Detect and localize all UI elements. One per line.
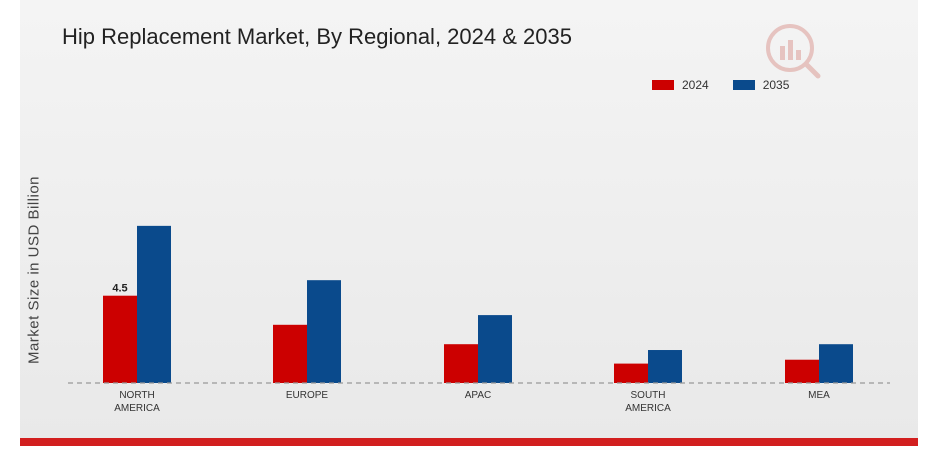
legend-item-2035: 2035 bbox=[732, 78, 790, 92]
legend-swatch-2035 bbox=[732, 80, 755, 90]
bar-2035-0 bbox=[137, 225, 171, 383]
legend-item-2024: 2024 bbox=[652, 78, 709, 92]
bar-2035-2 bbox=[478, 315, 512, 383]
bar-2024-0 bbox=[103, 295, 137, 383]
legend-swatch-2024 bbox=[652, 80, 674, 90]
x-tick-label-2: APAC bbox=[465, 390, 492, 401]
bottom-accent-bar bbox=[20, 438, 918, 446]
bar-2024-1 bbox=[273, 324, 307, 383]
bar-2035-1 bbox=[307, 280, 341, 383]
data-label-0: 4.5 bbox=[112, 283, 127, 295]
legend: 2024 2035 bbox=[652, 76, 813, 94]
legend-label-2024: 2024 bbox=[682, 78, 709, 92]
bar-2024-3 bbox=[614, 363, 648, 383]
watermark-logo-icon bbox=[766, 24, 821, 79]
x-tick-label-3: SOUTH AMERICA bbox=[625, 390, 671, 414]
chart-title: Hip Replacement Market, By Regional, 202… bbox=[62, 24, 572, 49]
legend-label-2035: 2035 bbox=[762, 78, 790, 92]
x-tick-label-0: NORTH AMERICA bbox=[114, 390, 160, 414]
x-tick-label-1: EUROPE bbox=[286, 390, 329, 401]
bar-2035-4 bbox=[819, 344, 853, 383]
bar-2024-4 bbox=[785, 359, 819, 383]
x-tick-label-4: MEA bbox=[808, 390, 830, 401]
bar-2024-2 bbox=[444, 344, 478, 383]
bar-2035-3 bbox=[648, 350, 682, 383]
